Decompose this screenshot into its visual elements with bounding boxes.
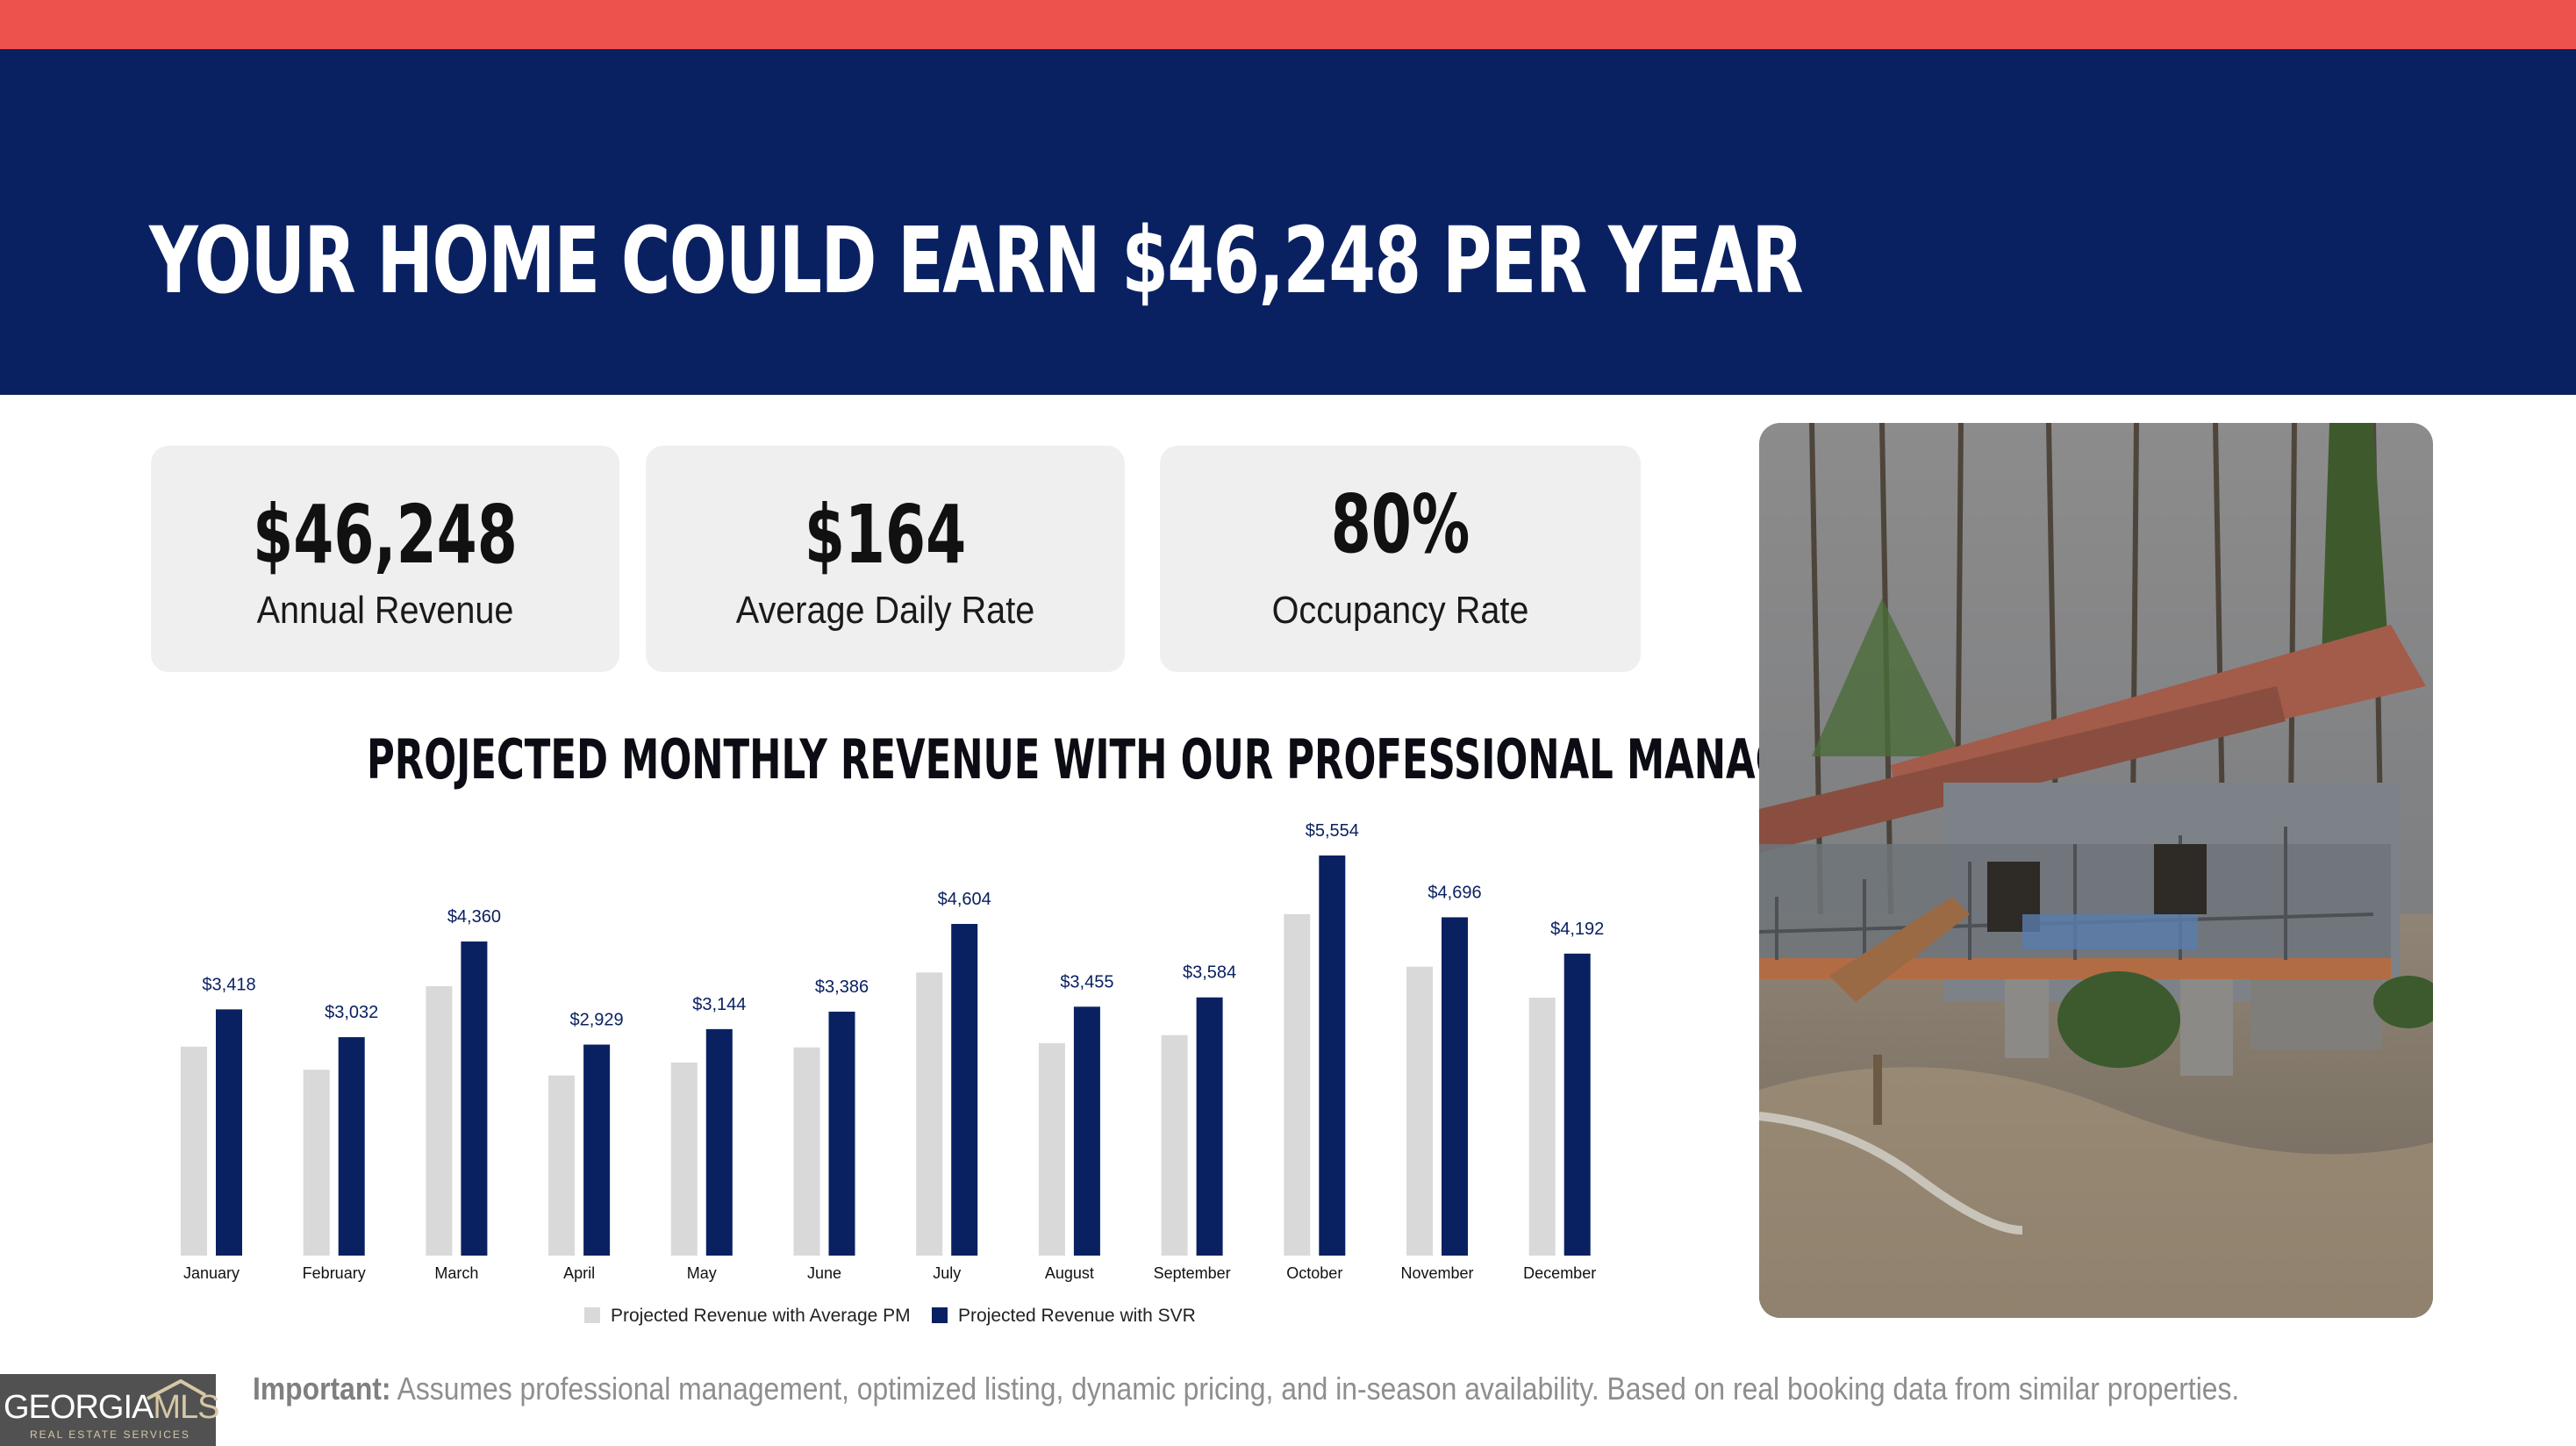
bar-svr-october bbox=[1319, 855, 1346, 1256]
x-tick-july: July bbox=[933, 1264, 961, 1282]
stat-card-annual-revenue bbox=[151, 446, 619, 672]
georgia-mls-logo: GEORGIAMLS REAL ESTATE SERVICES bbox=[0, 1374, 220, 1446]
x-tick-april: April bbox=[563, 1264, 595, 1282]
x-tick-october: October bbox=[1286, 1264, 1342, 1282]
bar-average-pm-november bbox=[1406, 966, 1433, 1256]
data-label-march: $4,360 bbox=[447, 907, 501, 927]
bar-svr-july bbox=[951, 923, 978, 1256]
stat-label-annual: Annual Revenue bbox=[256, 589, 514, 632]
logo-mls: MLS bbox=[153, 1389, 219, 1426]
data-label-february: $3,032 bbox=[325, 1003, 378, 1022]
bar-svr-august bbox=[1073, 1006, 1100, 1256]
bar-svr-november bbox=[1442, 917, 1468, 1256]
footnote: Important: Assumes professional manageme… bbox=[253, 1369, 2239, 1409]
header-band bbox=[0, 49, 2576, 395]
data-label-january: $3,418 bbox=[202, 975, 255, 994]
bar-average-pm-december bbox=[1528, 998, 1556, 1256]
stat-label-daily: Average Daily Rate bbox=[735, 589, 1035, 632]
logo-subtitle: REAL ESTATE SERVICES bbox=[30, 1428, 190, 1441]
bar-average-pm-june bbox=[793, 1047, 820, 1256]
x-tick-may: May bbox=[687, 1264, 717, 1282]
data-label-september: $3,584 bbox=[1183, 963, 1236, 983]
data-label-july: $4,604 bbox=[938, 890, 991, 909]
legend-swatch-average-pm bbox=[584, 1307, 600, 1323]
cabin-photo bbox=[1759, 423, 2433, 1318]
x-tick-september: September bbox=[1154, 1264, 1231, 1282]
x-tick-august: August bbox=[1045, 1264, 1094, 1282]
data-label-august: $3,455 bbox=[1060, 972, 1113, 991]
bar-average-pm-october bbox=[1284, 913, 1311, 1256]
footnote-label: Important: bbox=[253, 1371, 391, 1407]
logo-georgia: GEORGIA bbox=[4, 1389, 154, 1426]
footnote-text: Assumes professional management, optimiz… bbox=[390, 1371, 2240, 1407]
data-label-november: $4,696 bbox=[1428, 883, 1481, 902]
x-tick-january: January bbox=[183, 1264, 240, 1282]
bar-svr-june bbox=[828, 1011, 855, 1256]
bar-svr-march bbox=[461, 941, 488, 1256]
data-label-october: $5,554 bbox=[1306, 821, 1359, 841]
legend-label-svr: Projected Revenue with SVR bbox=[958, 1306, 1196, 1326]
x-tick-december: December bbox=[1523, 1264, 1596, 1282]
bar-average-pm-july bbox=[916, 972, 943, 1256]
bar-svr-december bbox=[1563, 953, 1591, 1256]
bar-average-pm-march bbox=[426, 985, 453, 1256]
data-label-june: $3,386 bbox=[815, 977, 869, 997]
stat-value-occupancy: 80% bbox=[1330, 477, 1470, 571]
x-tick-november: November bbox=[1400, 1264, 1473, 1282]
bar-average-pm-september bbox=[1161, 1034, 1188, 1256]
legend-label-average-pm: Projected Revenue with Average PM bbox=[611, 1306, 911, 1326]
bar-average-pm-august bbox=[1038, 1042, 1065, 1256]
stat-value-annual: $46,248 bbox=[253, 488, 518, 582]
stat-card-average-daily-rate bbox=[646, 446, 1125, 672]
data-label-april: $2,929 bbox=[570, 1011, 624, 1030]
bar-svr-january bbox=[216, 1009, 242, 1256]
roof-icon bbox=[147, 1379, 206, 1400]
bar-average-pm-april bbox=[548, 1075, 576, 1256]
bar-svr-april bbox=[583, 1044, 611, 1256]
x-tick-february: February bbox=[303, 1264, 366, 1282]
bar-svr-february bbox=[338, 1037, 365, 1256]
bar-svr-september bbox=[1196, 997, 1223, 1256]
stat-label-occupancy: Occupancy Rate bbox=[1271, 589, 1529, 632]
stat-value-daily: $164 bbox=[804, 488, 967, 582]
x-tick-june: June bbox=[807, 1264, 841, 1282]
legend-swatch-svr bbox=[932, 1307, 948, 1323]
bar-svr-may bbox=[705, 1028, 733, 1256]
x-tick-march: March bbox=[434, 1264, 478, 1282]
stat-card-occupancy-rate bbox=[1160, 446, 1641, 672]
data-label-may: $3,144 bbox=[692, 995, 746, 1014]
data-label-december: $4,192 bbox=[1550, 920, 1604, 939]
bar-average-pm-january bbox=[181, 1046, 207, 1256]
page-title: YOUR HOME COULD EARN $46,248 PER YEAR bbox=[149, 207, 1804, 314]
top-accent-stripe bbox=[0, 0, 2576, 49]
bar-average-pm-february bbox=[303, 1070, 330, 1256]
bar-average-pm-may bbox=[670, 1062, 698, 1256]
logo-wordmark: GEORGIAMLS bbox=[4, 1388, 220, 1427]
